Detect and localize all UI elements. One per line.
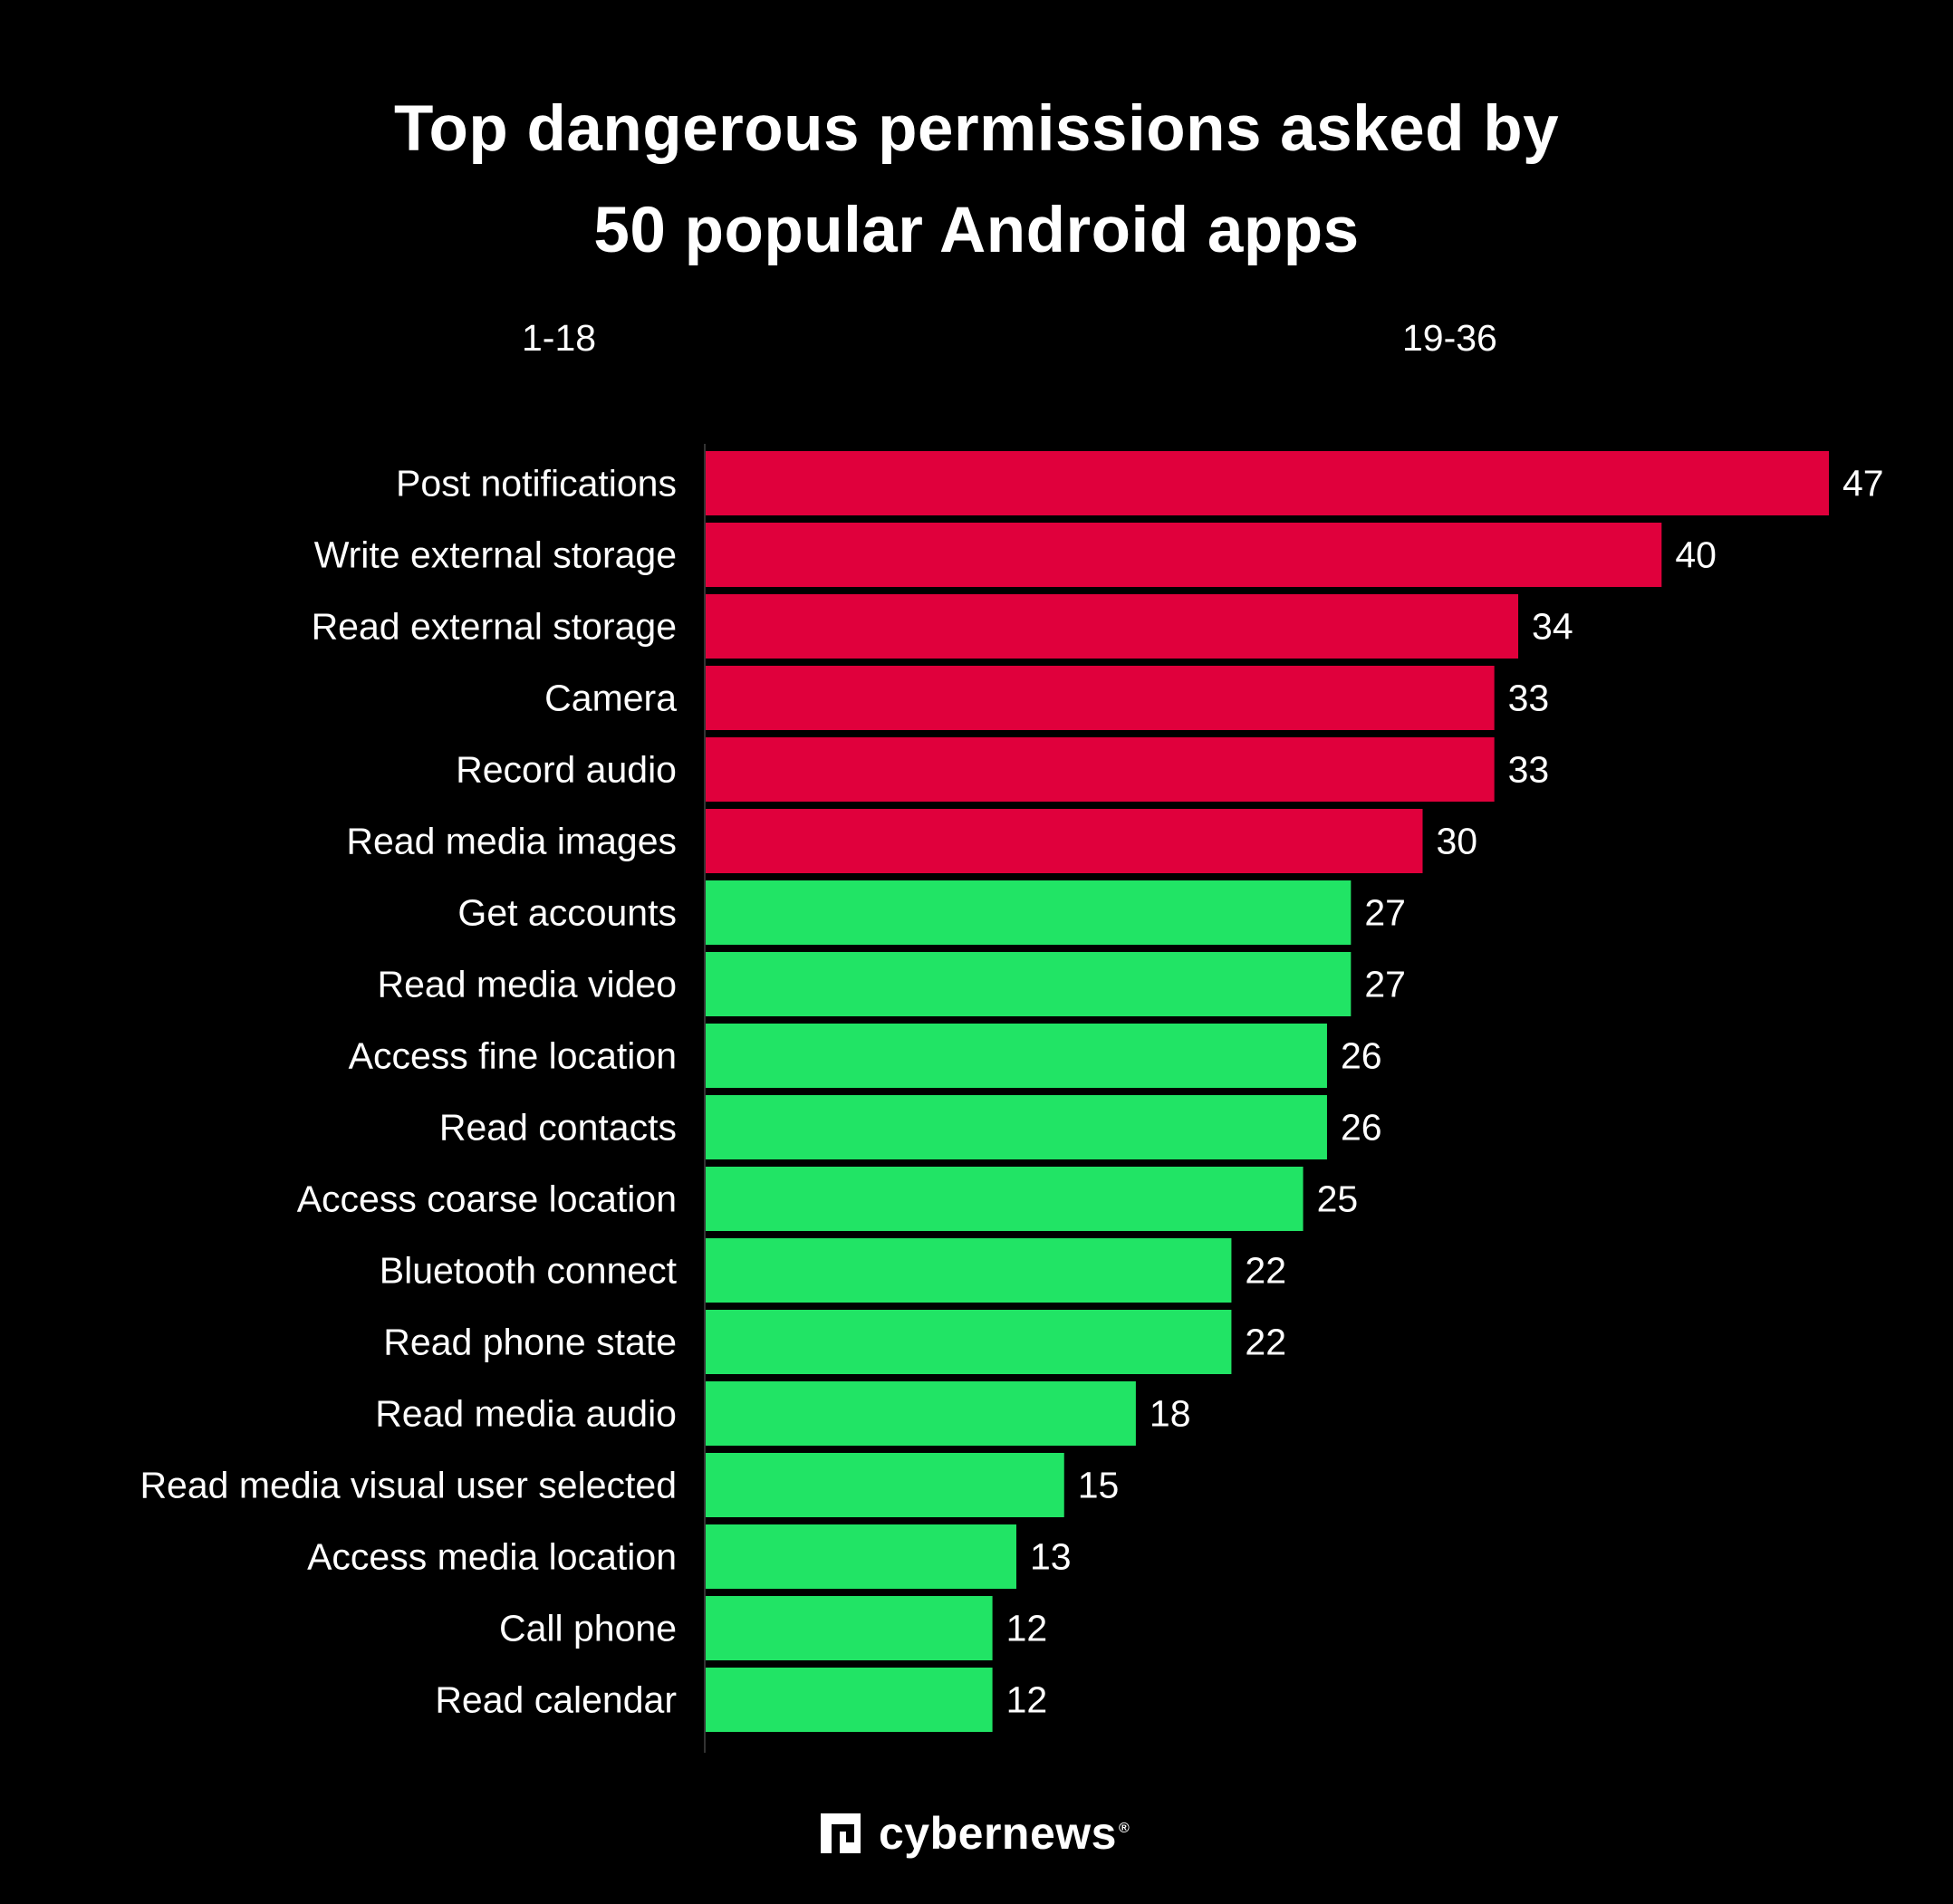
category-label: Get accounts	[457, 892, 677, 934]
category-label: Post notifications	[396, 463, 677, 505]
data-label: 27	[1364, 964, 1406, 1005]
bar-read-media-images	[706, 809, 1423, 873]
data-label: 13	[1030, 1536, 1072, 1578]
bar-get-accounts	[706, 880, 1352, 945]
bar-read-contacts	[706, 1095, 1327, 1159]
category-label: Record audio	[456, 749, 677, 791]
category-label: Camera	[544, 678, 677, 719]
category-label: Read calendar	[435, 1679, 677, 1721]
category-label: Read external storage	[312, 606, 677, 648]
category-label: Read media visual user selected	[140, 1465, 677, 1506]
bar-read-external-storage	[706, 594, 1519, 659]
cybernews-logo-icon	[821, 1813, 861, 1853]
data-label: 12	[1006, 1679, 1048, 1721]
data-label: 27	[1364, 892, 1406, 934]
bar-read-media-visual-user-selected	[706, 1453, 1064, 1517]
bar-read-media-audio	[706, 1381, 1136, 1446]
data-label: 25	[1317, 1178, 1359, 1220]
tab-1-18[interactable]: 1-18	[522, 317, 597, 359]
bar-bluetooth-connect	[706, 1238, 1232, 1303]
data-label: 40	[1675, 534, 1717, 576]
bar-camera	[706, 666, 1495, 730]
category-label: Bluetooth connect	[380, 1250, 678, 1292]
cybernews-logo: cybernews ®	[821, 1807, 1130, 1860]
category-label: Call phone	[499, 1608, 677, 1649]
category-label: Read phone state	[383, 1322, 677, 1363]
data-label: 26	[1341, 1107, 1382, 1149]
bar-record-audio	[706, 737, 1495, 802]
bar-read-phone-state	[706, 1310, 1232, 1374]
data-label: 33	[1508, 678, 1550, 719]
data-label: 18	[1150, 1393, 1191, 1435]
bar-call-phone	[706, 1596, 993, 1660]
data-label: 22	[1245, 1322, 1286, 1363]
category-label: Access media location	[307, 1536, 677, 1578]
tab-19-36[interactable]: 19-36	[1402, 317, 1497, 359]
data-label: 47	[1842, 463, 1884, 505]
bar-access-fine-location	[706, 1024, 1327, 1088]
data-label: 26	[1341, 1035, 1382, 1077]
chart-title-line-1: Top dangerous permissions asked by	[393, 93, 1560, 165]
category-label: Write external storage	[314, 534, 677, 576]
category-label: Read contacts	[439, 1107, 677, 1149]
data-label: 12	[1006, 1608, 1048, 1649]
bar-post-notifications	[706, 451, 1829, 515]
chart-title-line-2: 50 popular Android apps	[593, 195, 1360, 266]
data-label: 34	[1532, 606, 1573, 648]
category-label: Access fine location	[349, 1035, 677, 1077]
data-label: 33	[1508, 749, 1550, 791]
bar-read-calendar	[706, 1668, 993, 1732]
category-label: Read media video	[378, 964, 677, 1005]
bar-access-media-location	[706, 1524, 1016, 1589]
data-label: 15	[1078, 1465, 1120, 1506]
category-label: Read media audio	[375, 1393, 677, 1435]
bar-write-external-storage	[706, 523, 1662, 587]
cybernews-logo-text: cybernews ®	[879, 1808, 1130, 1859]
bar-read-media-video	[706, 952, 1352, 1016]
data-label: 30	[1436, 821, 1477, 862]
data-label: 22	[1245, 1250, 1286, 1292]
category-label: Access coarse location	[297, 1178, 677, 1220]
category-label: Read media images	[346, 821, 677, 862]
bar-access-coarse-location	[706, 1167, 1304, 1231]
